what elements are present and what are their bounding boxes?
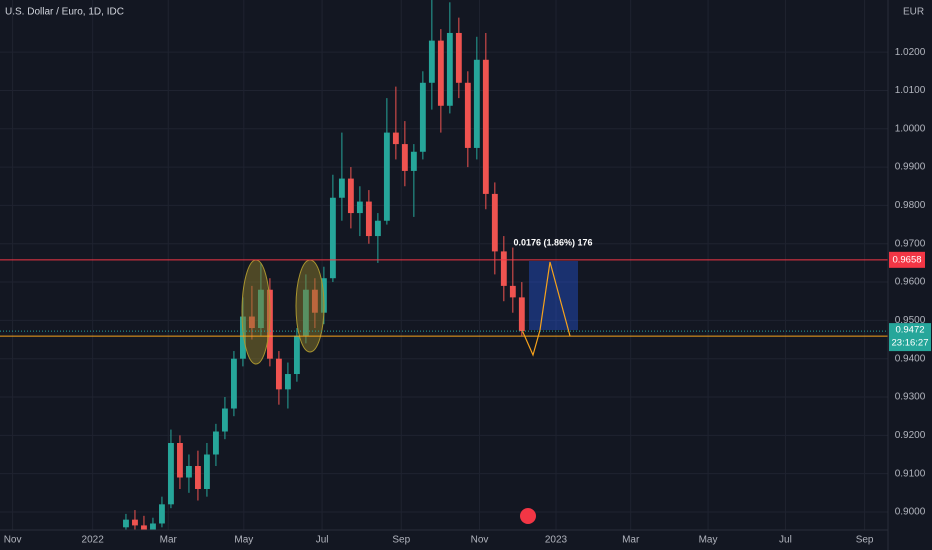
x-tick-label: Nov <box>471 535 489 546</box>
x-tick-label: Mar <box>160 535 178 546</box>
candle-body <box>275 358 282 390</box>
currency-label: EUR <box>903 7 924 18</box>
candle-body <box>437 40 444 106</box>
y-tick-label: 0.9600 <box>895 277 926 288</box>
candle-body <box>239 316 246 359</box>
candle-body <box>365 201 372 237</box>
candle-body <box>464 82 471 148</box>
candle-body <box>159 504 165 524</box>
event-icon[interactable] <box>520 508 536 524</box>
candle-body <box>141 525 147 530</box>
candle-body <box>410 151 417 171</box>
candle-body <box>383 132 390 221</box>
candle-body <box>482 59 489 194</box>
candle-body <box>491 193 498 252</box>
candle-body <box>123 519 129 528</box>
x-tick-label: Jul <box>316 535 329 546</box>
y-tick-label: 0.9400 <box>895 353 926 364</box>
y-tick-label: 1.0200 <box>895 47 926 58</box>
candle-body <box>509 285 516 298</box>
y-tick-label: 1.0000 <box>895 123 926 134</box>
y-tick-label: 0.9500 <box>895 315 926 326</box>
x-tick-label: Mar <box>622 535 640 546</box>
candle-body <box>428 40 435 83</box>
candle-body <box>284 374 291 390</box>
y-tick-label: 0.9700 <box>895 238 926 249</box>
y-tick-label: 0.9800 <box>895 200 926 211</box>
candle-body <box>338 178 345 198</box>
projection-path <box>521 261 571 357</box>
y-tick-label: 0.9300 <box>895 392 926 403</box>
candle-body <box>132 519 138 526</box>
candle-body <box>374 220 381 237</box>
candle-body <box>230 358 237 409</box>
candle-body <box>204 454 210 489</box>
candle-body <box>500 251 507 286</box>
candle-body <box>329 197 336 279</box>
candle-body <box>518 297 525 332</box>
y-tick-label: 1.0100 <box>895 85 926 96</box>
x-tick-label: Sep <box>856 535 874 546</box>
measure-label: 0.0176 (1.86%) 176 <box>513 237 592 247</box>
x-tick-label: May <box>234 535 253 546</box>
price-tag <box>889 251 925 268</box>
candle-body <box>419 82 426 152</box>
candle-body <box>293 335 300 375</box>
chart-title: U.S. Dollar / Euro, 1D, IDC <box>5 7 124 18</box>
price-tag-label: 0.9658 <box>892 254 921 265</box>
last-price-label: 0.9472 <box>895 325 924 336</box>
x-tick-label: 2023 <box>545 535 568 546</box>
last-price-tag <box>889 323 931 352</box>
candle-body <box>150 523 156 530</box>
x-tick-label: May <box>699 535 718 546</box>
highlight-ellipse <box>241 259 271 365</box>
candle-body <box>347 178 354 214</box>
candle-body <box>473 59 480 148</box>
candle-body <box>401 144 408 171</box>
candle-body <box>222 408 228 432</box>
x-tick-label: 2022 <box>82 535 105 546</box>
x-tick-label: Jul <box>779 535 792 546</box>
measure-box <box>529 261 578 330</box>
x-tick-label: Nov <box>4 535 22 546</box>
candle-body <box>177 443 183 478</box>
y-tick-label: 0.9200 <box>895 430 926 441</box>
countdown-label: 23:16:27 <box>892 338 929 349</box>
highlight-ellipse <box>295 259 325 353</box>
candle-body <box>446 32 453 106</box>
y-tick-label: 0.9000 <box>895 507 926 518</box>
candle-body <box>455 32 462 83</box>
candle-body <box>356 201 363 214</box>
y-tick-label: 0.9900 <box>895 162 926 173</box>
candle-body <box>186 466 192 478</box>
candle-body <box>392 132 399 145</box>
x-tick-label: Sep <box>392 535 410 546</box>
y-tick-label: 0.9100 <box>895 468 926 479</box>
candle-body <box>168 443 174 505</box>
candle-body <box>213 431 219 455</box>
grid <box>0 0 888 530</box>
candle-body <box>195 466 201 489</box>
